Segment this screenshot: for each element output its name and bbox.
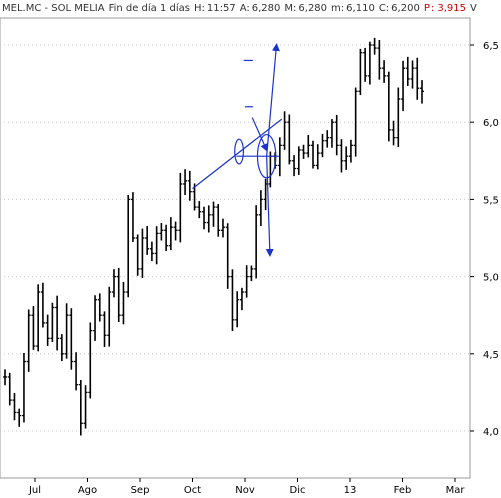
header-h-label: H: <box>194 3 205 14</box>
x-tick-label: Feb <box>394 485 412 496</box>
header-open-value: 6,280 <box>252 3 281 14</box>
header-low-label: m: <box>331 3 344 14</box>
price-series <box>3 37 424 436</box>
y-tick-label: 5,0 <box>483 273 499 284</box>
projection-arrow <box>266 43 280 157</box>
header-close-value: 6,200 <box>391 3 420 14</box>
projection-arrow <box>265 156 274 257</box>
y-tick-label: 4,0 <box>483 427 499 438</box>
header-low-value: 6,110 <box>346 3 375 14</box>
x-tick-label: 13 <box>344 485 357 496</box>
header-h-value: 11:57 <box>207 3 236 14</box>
annotations <box>192 43 283 257</box>
x-tick-label: Ago <box>78 485 97 496</box>
header-separator: - <box>41 3 51 14</box>
header-p-label: P <box>424 3 430 14</box>
y-tick-label: 5,5 <box>483 195 499 206</box>
x-tick-label: Oct <box>184 485 201 496</box>
y-tick-label: 4,5 <box>483 350 499 361</box>
header-high-label: M: <box>284 3 296 14</box>
grid <box>0 17 471 479</box>
header-p-value: : 3,915 <box>431 3 466 14</box>
header-period: Fin de día 1 días <box>109 2 190 14</box>
y-axis: 4,0 4,5 5,0 5,5 6,0 6,5 <box>470 41 499 438</box>
projection-arrow <box>251 117 268 152</box>
trendline <box>192 118 283 190</box>
header-symbol: MEL.MC <box>2 3 41 14</box>
x-axis: Jul Ago Sep Oct Nov Dic 13 Feb Mar <box>28 478 465 496</box>
header-name: SOL MELIA <box>51 3 104 14</box>
plot-frame <box>0 17 471 479</box>
y-tick-label: 6,0 <box>483 118 499 129</box>
x-tick-label: Nov <box>235 485 255 496</box>
header-volume-label: V <box>470 3 477 14</box>
x-tick-label: Mar <box>446 485 466 496</box>
x-tick-label: Sep <box>131 485 150 496</box>
highlight-ellipse <box>256 133 277 179</box>
chart-header: MEL.MC - SOL MELIA Fin de día 1 días H: 11:… <box>2 2 477 14</box>
x-tick-label: Jul <box>28 485 41 496</box>
header-high-value: 6,280 <box>298 3 327 14</box>
y-tick-label: 6,5 <box>483 41 499 52</box>
highlight-ellipse <box>234 138 245 165</box>
header-close-label: C: <box>379 3 389 14</box>
x-tick-label: Dic <box>290 485 306 496</box>
header-open-label: A: <box>240 3 250 14</box>
